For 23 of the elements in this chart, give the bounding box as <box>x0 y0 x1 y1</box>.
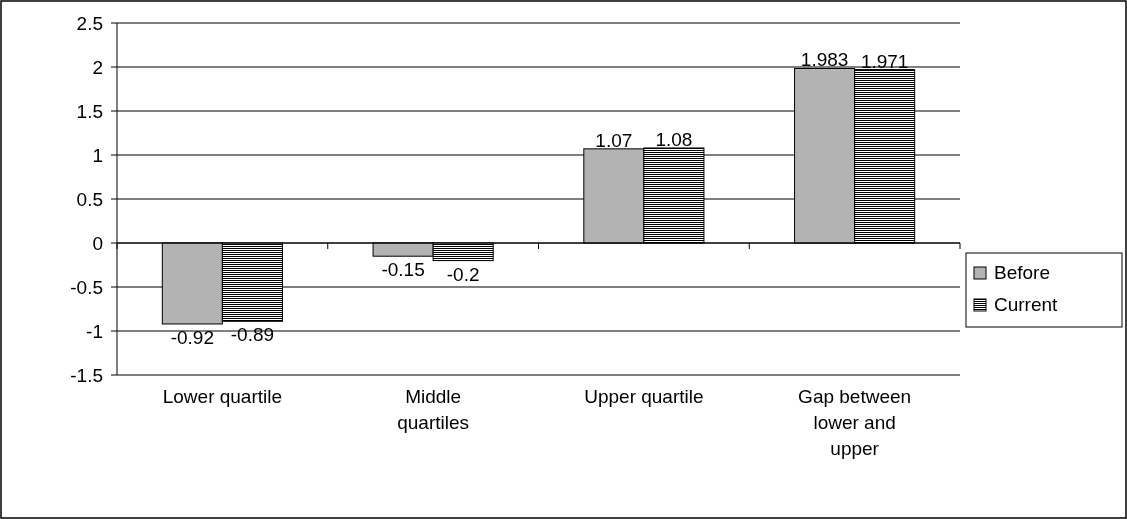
y-tick-label: 2.5 <box>76 13 103 34</box>
legend-label: Before <box>994 262 1050 283</box>
y-tick-label: -0.5 <box>70 277 103 298</box>
data-label: 1.971 <box>860 50 909 72</box>
data-label: 1.08 <box>655 128 693 150</box>
y-tick-label: -1 <box>86 321 103 342</box>
x-tick-label: Lower quartile <box>162 386 283 407</box>
y-tick-label: 0 <box>92 233 103 254</box>
data-label: -0.92 <box>170 326 214 348</box>
data-label: -0.2 <box>446 263 480 285</box>
data-label: -0.15 <box>381 259 425 281</box>
y-tick-label: 1.5 <box>76 101 103 122</box>
y-tick-label: -1.5 <box>70 365 103 386</box>
y-tick-label: 2 <box>92 57 103 78</box>
y-tick-label: 1 <box>92 145 103 166</box>
data-label: 1.983 <box>800 49 849 71</box>
legend-label: Current <box>994 294 1059 315</box>
x-tick-label: Gap between lower and upper <box>798 386 912 459</box>
x-tick-label: Middle quartiles <box>397 386 470 433</box>
data-label: 1.07 <box>595 129 633 151</box>
data-label: -0.89 <box>230 324 275 346</box>
y-tick-label: 0.5 <box>76 189 103 210</box>
x-tick-label: Upper quartile <box>584 386 704 407</box>
